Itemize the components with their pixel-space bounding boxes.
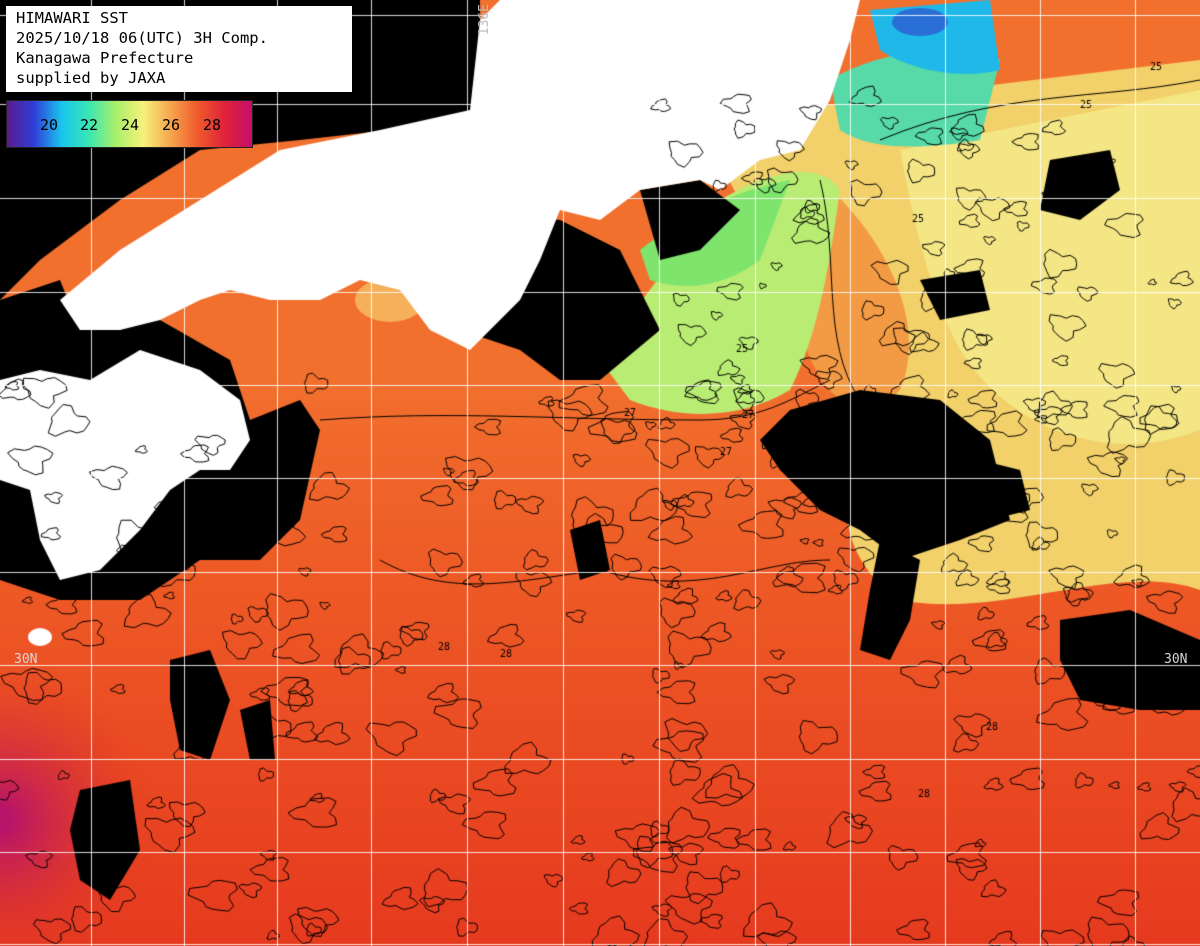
latitude-label-right: 30N [1164,652,1188,667]
colorbar-tick: 26 [161,116,181,134]
title-line: HIMAWARI SST [16,9,128,27]
colorbar-tick: 20 [39,116,59,134]
colorbar-tick: 28 [202,116,222,134]
timestamp-line: 2025/10/18 06(UTC) 3H Comp. [16,29,268,47]
temperature-colorbar: 20 22 24 26 28 [6,100,253,148]
colorbar-tick: 22 [79,116,99,134]
colorbar-tick: 24 [120,116,140,134]
info-box: HIMAWARI SST 2025/10/18 06(UTC) 3H Comp.… [6,6,352,92]
supplier-line: supplied by JAXA [16,69,166,87]
longitude-label: 136E [477,4,492,36]
latitude-label-left: 30N [14,652,38,667]
agency-line: Kanagawa Prefecture [16,49,194,67]
